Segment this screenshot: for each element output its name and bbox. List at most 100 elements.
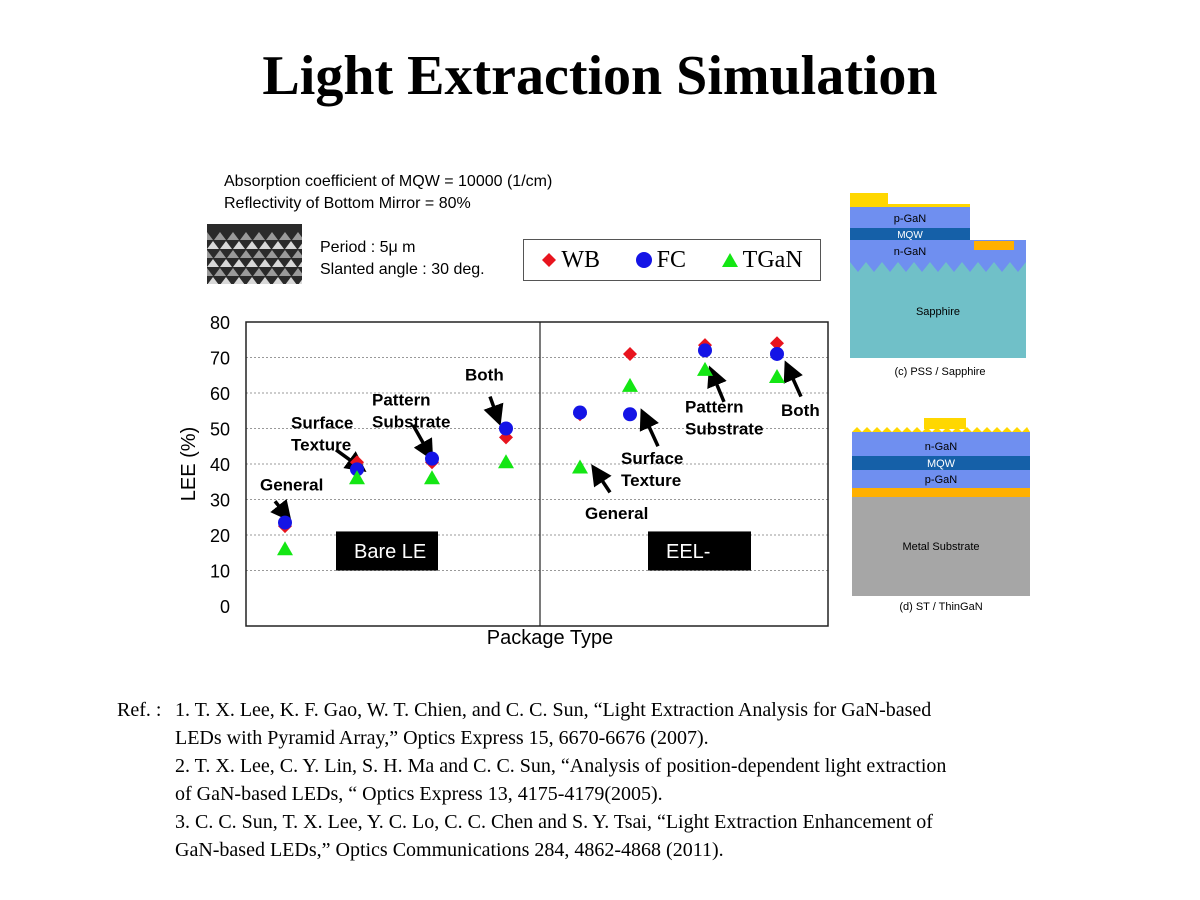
annotation-arrow <box>411 424 434 461</box>
pss-pattern <box>850 262 1026 272</box>
p-contact-film <box>850 204 970 207</box>
annotation-label: Texture <box>291 436 351 455</box>
pyramid-shape <box>272 277 284 284</box>
point-tgan <box>572 459 588 474</box>
reflectivity-condition: Reflectivity of Bottom Mirror = 80% <box>224 195 471 212</box>
pyramid-shape <box>272 241 284 249</box>
label-p-gan-st: p-GaN <box>925 474 957 486</box>
x-axis-label: Package Type <box>487 627 613 649</box>
point-tgan <box>697 361 713 376</box>
y-axis-label: LEE (%) <box>178 427 200 501</box>
annotation-arrow <box>783 360 803 398</box>
caption-st-thingan: (d) ST / ThinGaN <box>899 601 982 613</box>
pyramid-shape <box>207 268 213 276</box>
point-fc <box>499 421 513 436</box>
pyramid-shape <box>292 268 302 276</box>
point-fc <box>698 343 712 358</box>
point-wb <box>623 346 637 361</box>
pyramid-shape <box>220 259 232 267</box>
pyramid-shape <box>259 259 271 267</box>
pyramid-shape <box>246 259 258 267</box>
reference-line: GaN-based LEDs,” Optics Communications 2… <box>175 839 724 861</box>
pyramid-shape <box>292 250 302 258</box>
reference-line: LEDs with Pyramid Array,” Optics Express… <box>175 727 709 749</box>
legend-item-tgan: TGaN <box>721 247 803 274</box>
pyramid-shape <box>285 241 297 249</box>
pyramid-shape <box>214 250 226 258</box>
reference-line: 3. C. C. Sun, T. X. Lee, Y. C. Lo, C. C.… <box>175 811 933 833</box>
pyramid-shape <box>233 277 245 284</box>
legend-label-fc: FC <box>656 246 687 273</box>
annotation-arrow <box>270 498 292 522</box>
pyramid-shape <box>214 268 226 276</box>
label-n-gan-st: n-GaN <box>925 441 957 453</box>
period-label: Period : 5μ m <box>320 239 416 256</box>
annotation-label: Substrate <box>372 412 450 431</box>
point-fc <box>350 462 364 477</box>
slanted-angle-label: Slanted angle : 30 deg. <box>320 261 485 278</box>
pyramid-shape <box>279 232 291 240</box>
pyramid-shape <box>233 241 245 249</box>
point-fc <box>770 346 784 361</box>
layer-sapphire <box>850 262 1026 358</box>
legend-item-fc: FC <box>635 247 686 274</box>
y-tick-label: 0 <box>220 597 230 617</box>
legend-circle-marker <box>635 252 652 268</box>
chart-legend: WB FC TGaN <box>523 239 821 281</box>
reference-1: Ref. : 1. T. X. Lee, K. F. Gao, W. T. Ch… <box>117 696 1097 724</box>
label-n-gan: n-GaN <box>894 246 926 258</box>
mirror-layer <box>852 488 1030 497</box>
pyramid-shape <box>266 250 278 258</box>
legend-triangle-marker <box>721 253 738 267</box>
annotation-label: General <box>260 476 323 495</box>
point-fc <box>278 515 292 530</box>
pyramid-shape <box>207 259 219 267</box>
y-tick-label: 20 <box>210 526 230 546</box>
annotation-label: Texture <box>621 471 681 490</box>
pyramid-shape <box>292 232 302 240</box>
point-tgan <box>498 454 514 469</box>
pyramid-shape <box>246 241 258 249</box>
references: Ref. : 1. T. X. Lee, K. F. Gao, W. T. Ch… <box>117 696 1097 864</box>
point-tgan <box>424 470 440 485</box>
references-lead: Ref. : <box>117 699 162 721</box>
p-contact <box>850 193 888 204</box>
lee-scatter-chart: 0 10 20 30 40 50 60 70 80 Bare LE EEL- General Sur… <box>178 313 829 649</box>
pyramid-shape <box>240 250 252 258</box>
pyramid-shape <box>253 268 265 276</box>
layer-p-gan-st <box>852 470 1030 488</box>
point-fc <box>623 407 637 422</box>
label-p-gan: p-GaN <box>894 213 926 225</box>
point-wb <box>770 336 784 351</box>
st-thingan-structure: n-GaN MQW p-GaN Metal Substrate (d) ST /… <box>852 418 1030 613</box>
group-label-box <box>648 531 751 571</box>
pyramid-shape <box>266 268 278 276</box>
reference-line: 2. T. X. Lee, C. Y. Lin, S. H. Ma and C.… <box>175 755 947 777</box>
pyramid-shape <box>227 250 239 258</box>
label-mqw: MQW <box>897 230 923 241</box>
absorption-condition: Absorption coefficient of MQW = 10000 (1… <box>224 173 553 190</box>
y-tick-label: 70 <box>210 349 230 369</box>
annotation-arrow <box>591 464 612 494</box>
pyramid-shape <box>285 277 297 284</box>
pyramid-shape <box>207 277 219 284</box>
layer-p-gan <box>850 207 970 228</box>
layer-n-gan-top <box>852 432 1030 456</box>
annotation-arrow <box>639 408 660 447</box>
y-tick-label: 60 <box>210 384 230 404</box>
caption-pss-sapphire: (c) PSS / Sapphire <box>894 366 985 378</box>
annotation-label: General <box>585 504 648 523</box>
pyramid-shape <box>227 232 239 240</box>
slide-title: Light Extraction Simulation <box>262 45 938 107</box>
annotation-arrow <box>483 395 504 426</box>
y-tick-label: 80 <box>210 313 230 333</box>
pyramid-shape <box>220 277 232 284</box>
point-tgan <box>349 470 365 485</box>
pyramid-shape <box>259 241 271 249</box>
label-sapphire: Sapphire <box>916 306 960 318</box>
top-contact <box>924 418 966 429</box>
point-tgan <box>769 369 785 384</box>
pyramid-shape <box>207 250 213 258</box>
annotation-label: Both <box>465 366 504 385</box>
pyramid-shape <box>227 268 239 276</box>
